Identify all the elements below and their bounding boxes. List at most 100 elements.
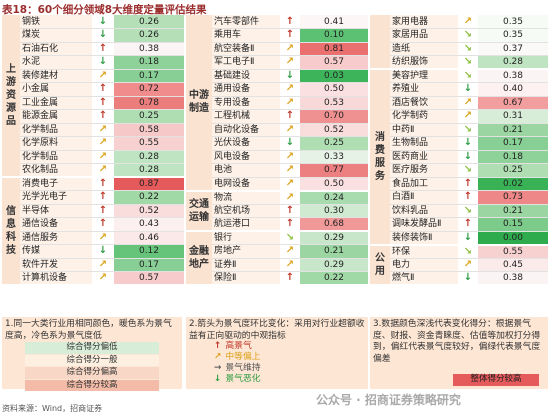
table-row: 光学光电子 ↑ 0.22 xyxy=(2,190,184,205)
table-row: 饮料乳品 ↘ 0.21 xyxy=(370,204,548,218)
table-row: 金融地产 银行 ↘ 0.29 xyxy=(186,231,368,286)
table-row: 上游资源品 钢铁 ↓ 0.26 xyxy=(2,15,184,178)
industry-name: 工业金属 xyxy=(20,96,92,110)
note2-text: 2.箭头为景气度环比变化：采用对行业超额收益有正向驱动的中观指标 xyxy=(189,319,365,341)
trend-arrow-icon: ↓ xyxy=(458,82,478,97)
industry-name: 纺织服饰 xyxy=(390,55,458,70)
table-row: 农化制品 ↗ 0.28 xyxy=(2,163,184,178)
table-row: 石油石化 ↑ 0.38 xyxy=(2,42,184,56)
score-value: 0.35 xyxy=(478,15,548,29)
trend-arrow-icon: ↘ xyxy=(458,69,478,83)
trend-arrow-icon: ↗ xyxy=(280,177,300,192)
trend-arrow-icon: ↘ xyxy=(458,42,478,56)
trend-arrow-icon: ↗ xyxy=(458,15,478,29)
legend-label: 景气恶化 xyxy=(225,374,261,384)
score-value: 0.55 xyxy=(114,136,184,151)
trend-arrow-icon: ↗ xyxy=(92,163,114,178)
score-value: 0.00 xyxy=(478,231,548,246)
table-row: 证券Ⅱ ↗ 0.29 xyxy=(186,258,368,272)
score-value: 0.17 xyxy=(478,136,548,151)
industry-name: 基础建设 xyxy=(212,69,280,83)
table-row: 食品加工 ↑ 0.02 xyxy=(370,177,548,191)
trend-arrow-icon: ↘ xyxy=(280,231,300,245)
score-value: 0.30 xyxy=(300,204,368,218)
industry-name: 航运港口 xyxy=(212,217,280,232)
legend-label: 景气维持 xyxy=(225,363,261,373)
trend-arrow-icon: ↓ xyxy=(92,55,114,70)
note3-text: 3.数据颜色深浅代表变化得分：根据景气度、财报、资金青睐度、估值等加权打分得到，… xyxy=(373,319,541,364)
table-row: 化学原料 ↗ 0.55 xyxy=(2,136,184,151)
trend-arrow-icon: ↗ xyxy=(280,55,300,70)
trend-arrow-icon: ↑ xyxy=(92,177,114,191)
table-row: 装修建材 ↗ 0.17 xyxy=(2,69,184,83)
legend-item: 综合得分偏低 xyxy=(25,342,159,354)
score-value: 0.45 xyxy=(478,258,548,272)
legend-label: 高景气 xyxy=(225,341,252,351)
industry-name: 白酒Ⅱ xyxy=(390,190,458,205)
table-row: 计算机设备 ↗ 0.57 xyxy=(2,271,184,286)
legend-item: 综合得分偏高 xyxy=(25,367,159,379)
score-value: 0.38 xyxy=(114,42,184,56)
industry-name: 通信服务 xyxy=(20,231,92,245)
score-value: 0.35 xyxy=(478,28,548,43)
score-value: 0.40 xyxy=(478,82,548,97)
trend-arrow-icon: ↗ xyxy=(280,96,300,110)
trend-arrow-icon: ↗ xyxy=(280,163,300,178)
score-value: 0.70 xyxy=(300,109,368,124)
table-row: 工程机械 ↑ 0.70 xyxy=(186,109,368,124)
industry-name: 风电设备 xyxy=(212,150,280,164)
industry-name: 光学光电子 xyxy=(20,190,92,205)
trend-arrow-icon: ↑ xyxy=(92,109,114,124)
trend-arrow-icon: ↗ xyxy=(92,271,114,286)
legend-label: 中等偏上 xyxy=(225,352,261,362)
score-value: 0.17 xyxy=(114,258,184,272)
table-row: 医疗服务 ↘ 0.25 xyxy=(370,163,548,178)
arrow-icon: ↗ xyxy=(214,352,222,362)
table-row: 养殖业 ↓ 0.40 xyxy=(370,82,548,97)
score-value: 0.25 xyxy=(478,163,548,178)
score-value: 0.03 xyxy=(300,69,368,83)
trend-arrow-icon: ↑ xyxy=(280,28,300,43)
industry-name: 医药商业 xyxy=(390,150,458,164)
score-value: 0.50 xyxy=(300,177,368,192)
industry-name: 调味发酵品Ⅱ xyxy=(390,217,458,232)
score-value: 0.21 xyxy=(300,244,368,259)
score-value: 0.10 xyxy=(300,28,368,43)
note-arrow-legend: 2.箭头为景气度环比变化：采用对行业超额收益有正向驱动的中观指标 ↑ 高景气 ↗ 中等… xyxy=(186,317,368,389)
table-manufacturing: 中游制造 汽车零部件 ↑ 0.41 乘用车 ↑ 0.10 航空装备Ⅱ ↗ 0.81 军工电子Ⅱ ↗ 0.… xyxy=(186,15,368,286)
table-row: 白酒Ⅱ ↑ 0.73 xyxy=(370,190,548,205)
score-value: 0.72 xyxy=(114,82,184,97)
trend-arrow-icon: ↓ xyxy=(458,136,478,151)
table-row: 专用设备 ↗ 0.53 xyxy=(186,96,368,110)
trend-arrow-icon: ↗ xyxy=(458,109,478,124)
table-row: 装修装饰Ⅱ ↓ 0.00 xyxy=(370,231,548,246)
legend-item: ↑ 高景气 xyxy=(214,341,365,352)
industry-name: 生物制品 xyxy=(390,136,458,151)
table-consumer: 家用电器 ↗ 0.35 家居用品 ↘ 0.35 造纸 ↘ 0.37 纺织服饰 ↘ 0.28 消费服务 美容… xyxy=(370,15,548,286)
table-row: 航空装备Ⅱ ↗ 0.81 xyxy=(186,42,368,56)
legend-item: 综合得分一般 xyxy=(25,354,159,366)
score-value: 0.22 xyxy=(114,190,184,205)
industry-name: 煤炭 xyxy=(20,28,92,43)
score-value: 0.18 xyxy=(478,150,548,164)
table-row: 化学制品 ↗ 0.28 xyxy=(2,150,184,164)
table-row: 小金属 ↑ 0.72 xyxy=(2,82,184,97)
trend-arrow-icon: ↘ xyxy=(458,204,478,218)
table-row: 电池 ↗ 0.77 xyxy=(186,163,368,178)
table-row: 医药商业 ↓ 0.18 xyxy=(370,150,548,164)
industry-name: 燃气Ⅱ xyxy=(390,271,458,286)
industry-name: 传媒 xyxy=(20,244,92,259)
score-value: 0.26 xyxy=(114,15,184,29)
table-row: 公用 环保 ↘ 0.55 xyxy=(370,244,548,286)
trend-arrow-icon: ↑ xyxy=(280,204,300,218)
category-label: 信息科技 xyxy=(2,177,20,286)
category-label: 公用 xyxy=(370,244,390,286)
trend-arrow-icon: ↗ xyxy=(92,231,114,245)
arrow-icon: ↓ xyxy=(214,374,222,384)
legend-item: 综合得分较高 xyxy=(25,379,159,391)
industry-name: 通信设备 xyxy=(20,217,92,232)
trend-arrow-icon: ↑ xyxy=(92,204,114,218)
arrow-icon: ↑ xyxy=(214,341,222,351)
industry-name: 乘用车 xyxy=(212,28,280,43)
legend-item: ↗ 中等偏上 xyxy=(214,352,365,363)
